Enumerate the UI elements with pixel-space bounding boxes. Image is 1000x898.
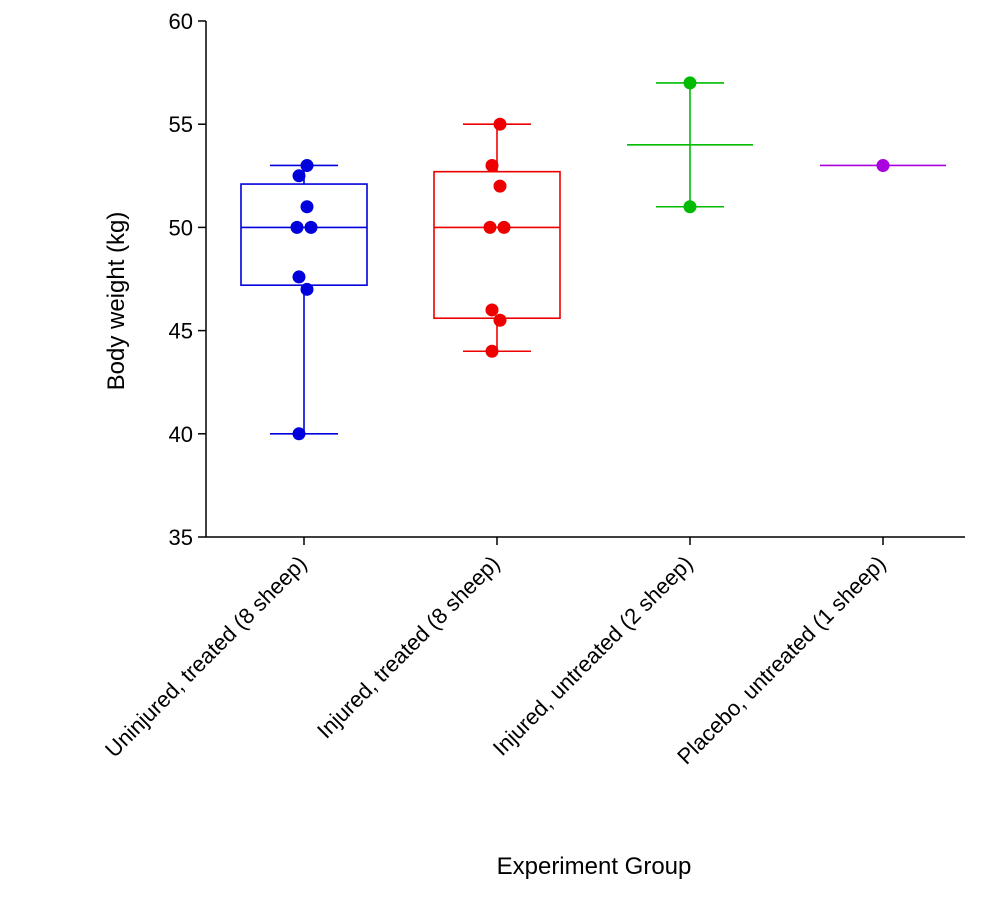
data-point [300, 282, 314, 296]
data-point [876, 158, 890, 172]
data-point [493, 313, 507, 327]
data-point [292, 427, 306, 441]
x-category-label: Placebo, untreated (1 sheep) [672, 551, 890, 769]
y-tick-label: 35 [169, 525, 193, 550]
data-point [290, 220, 304, 234]
x-axis-ticks: Uninjured, treated (8 sheep) Injured, tre… [100, 537, 891, 769]
data-point [493, 117, 507, 131]
data-point [304, 220, 318, 234]
data-point [485, 344, 499, 358]
group-3 [627, 76, 753, 214]
data-point [300, 200, 314, 214]
y-tick-label: 40 [169, 422, 193, 447]
data-point [292, 270, 306, 284]
y-tick-label: 55 [169, 112, 193, 137]
data-point [485, 158, 499, 172]
y-tick-label: 45 [169, 319, 193, 344]
y-tick-label: 60 [169, 9, 193, 34]
data-point [683, 76, 697, 90]
data-point [483, 220, 497, 234]
group-2 [433, 117, 561, 358]
group-1 [240, 158, 368, 441]
plot-groups [240, 76, 946, 441]
y-axis-title: Body weight (kg) [103, 212, 130, 391]
x-category-label: Injured, treated (8 sheep) [312, 551, 504, 743]
data-point [292, 169, 306, 183]
group-4 [820, 158, 946, 172]
x-category-label: Uninjured, treated (8 sheep) [100, 551, 311, 762]
data-point [493, 179, 507, 193]
data-point [485, 303, 499, 317]
y-axis-ticks: 35 40 45 50 55 60 [169, 9, 206, 550]
x-axis-title: Experiment Group [497, 853, 692, 880]
data-point [683, 200, 697, 214]
iqr-box [240, 183, 368, 286]
y-tick-label: 50 [169, 215, 193, 240]
iqr-box [433, 170, 561, 320]
data-point [497, 220, 511, 234]
x-category-label: Injured, untreated (2 sheep) [488, 551, 698, 761]
data-point [300, 158, 314, 172]
